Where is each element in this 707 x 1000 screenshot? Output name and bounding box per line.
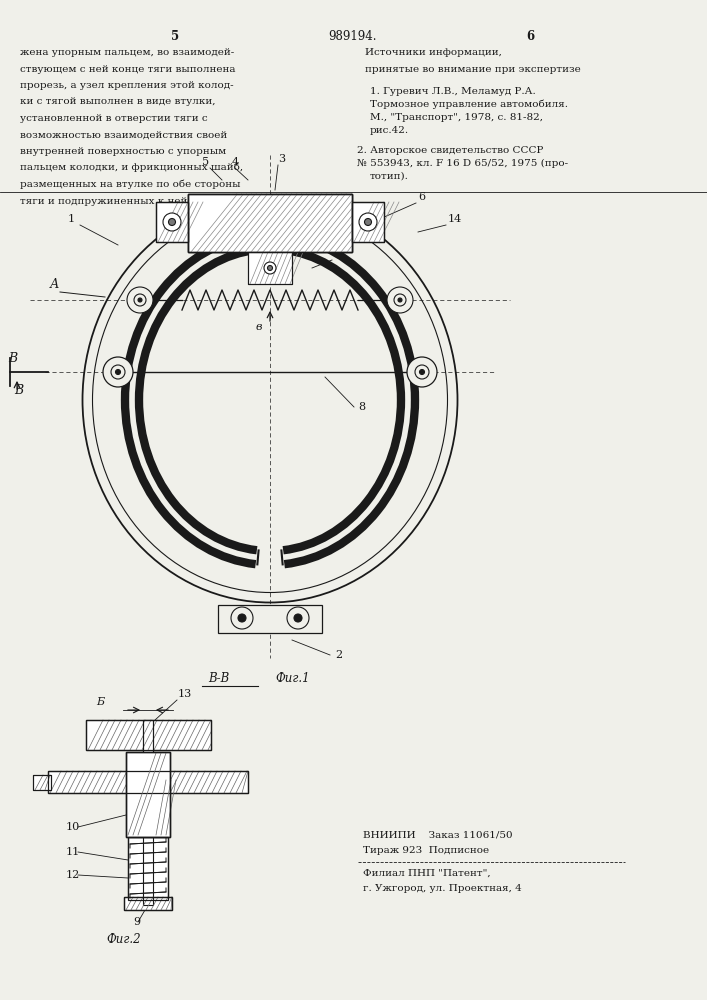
Bar <box>248 252 292 284</box>
Bar <box>48 771 248 793</box>
Text: 6: 6 <box>526 30 534 43</box>
Text: жена упорным пальцем, во взаимодей-: жена упорным пальцем, во взаимодей- <box>20 48 234 57</box>
Bar <box>33 775 51 790</box>
Bar <box>156 202 188 242</box>
Text: 1. Гуревич Л.В., Меламуд Р.А.: 1. Гуревич Л.В., Меламуд Р.А. <box>370 87 536 96</box>
Circle shape <box>168 219 175 226</box>
Circle shape <box>134 294 146 306</box>
Text: размещенных на втулке по обе стороны: размещенных на втулке по обе стороны <box>20 180 240 189</box>
Circle shape <box>138 298 142 302</box>
Text: принятые во внимание при экспертизе: принятые во внимание при экспертизе <box>365 64 580 74</box>
Text: 11: 11 <box>66 847 81 857</box>
Bar <box>188 194 352 252</box>
Text: В: В <box>8 352 17 365</box>
Text: в: в <box>256 322 262 332</box>
Text: 2: 2 <box>335 650 342 660</box>
Bar <box>126 752 170 837</box>
Text: ки с тягой выполнен в виде втулки,: ки с тягой выполнен в виде втулки, <box>20 98 216 106</box>
Text: 1: 1 <box>68 214 75 224</box>
Text: Фиг.2: Фиг.2 <box>106 933 141 946</box>
Text: возможностью взаимодействия своей: возможностью взаимодействия своей <box>20 130 227 139</box>
Circle shape <box>163 213 181 231</box>
Bar <box>33 775 51 790</box>
Text: г. Ужгород, ул. Проектная, 4: г. Ужгород, ул. Проектная, 4 <box>363 884 522 893</box>
Circle shape <box>264 262 276 274</box>
Bar <box>126 752 170 837</box>
Text: 8: 8 <box>358 402 365 412</box>
Bar <box>218 605 322 633</box>
Bar <box>352 202 384 242</box>
Circle shape <box>238 614 246 622</box>
Text: 989194.: 989194. <box>329 30 378 43</box>
Ellipse shape <box>83 198 457 602</box>
Circle shape <box>267 265 272 270</box>
Circle shape <box>111 365 125 379</box>
Text: 6: 6 <box>418 192 425 202</box>
Text: 7: 7 <box>335 249 342 259</box>
Circle shape <box>394 294 406 306</box>
Text: ВНИИПИ    Заказ 11061/50: ВНИИПИ Заказ 11061/50 <box>363 831 513 840</box>
Text: Источники информации,: Источники информации, <box>365 48 502 57</box>
Text: установленной в отверстии тяги с: установленной в отверстии тяги с <box>20 114 208 123</box>
Bar <box>188 194 352 252</box>
Circle shape <box>415 365 429 379</box>
Circle shape <box>115 369 120 374</box>
Text: прорезь, а узел крепления этой колод-: прорезь, а узел крепления этой колод- <box>20 81 233 90</box>
Text: 5: 5 <box>171 30 179 43</box>
Text: 2. Авторское свидетельство СССР: 2. Авторское свидетельство СССР <box>357 146 544 155</box>
Text: тотип).: тотип). <box>370 172 409 181</box>
Text: М., "Транспорт", 1978, с. 81-82,: М., "Транспорт", 1978, с. 81-82, <box>370 113 543 122</box>
Text: Тираж 923  Подписное: Тираж 923 Подписное <box>363 846 489 855</box>
Text: 3: 3 <box>278 154 285 164</box>
Circle shape <box>127 287 153 313</box>
Bar <box>143 720 153 905</box>
Text: рис.42.: рис.42. <box>370 126 409 135</box>
Bar <box>352 202 384 242</box>
Bar <box>248 252 292 284</box>
Text: внутренней поверхностью с упорным: внутренней поверхностью с упорным <box>20 147 226 156</box>
Circle shape <box>398 298 402 302</box>
Bar <box>128 837 168 900</box>
Text: Филиал ПНП "Патент",: Филиал ПНП "Патент", <box>363 869 491 878</box>
Bar <box>86 720 211 750</box>
Bar <box>86 720 211 750</box>
Text: ствующем с ней конце тяги выполнена: ствующем с ней конце тяги выполнена <box>20 64 235 74</box>
Text: 9: 9 <box>133 917 140 927</box>
Bar <box>188 194 352 252</box>
Circle shape <box>103 357 133 387</box>
Circle shape <box>287 607 309 629</box>
Text: В-В: В-В <box>208 672 229 685</box>
Circle shape <box>359 213 377 231</box>
Circle shape <box>419 369 424 374</box>
Text: 10: 10 <box>66 822 81 832</box>
Bar <box>124 897 172 910</box>
Text: Б: Б <box>96 697 104 707</box>
Text: Тормозное управление автомобиля.: Тормозное управление автомобиля. <box>370 100 568 109</box>
Text: пальцем колодки, и фрикционных шайб,: пальцем колодки, и фрикционных шайб, <box>20 163 243 172</box>
Bar <box>143 720 153 905</box>
Text: 14: 14 <box>448 214 462 224</box>
Text: № 553943, кл. F 16 D 65/52, 1975 (про-: № 553943, кл. F 16 D 65/52, 1975 (про- <box>357 159 568 168</box>
Circle shape <box>407 357 437 387</box>
Text: 13: 13 <box>178 689 192 699</box>
Text: А: А <box>50 278 59 291</box>
Text: 5: 5 <box>202 157 209 167</box>
Circle shape <box>294 614 302 622</box>
Text: В: В <box>14 384 23 397</box>
Text: 4: 4 <box>232 157 239 167</box>
Bar <box>128 837 168 900</box>
Bar <box>48 771 248 793</box>
Bar <box>156 202 188 242</box>
Bar <box>124 897 172 910</box>
Text: тяги и подпружиненных к ней.: тяги и подпружиненных к ней. <box>20 196 191 206</box>
Text: Фиг.1: Фиг.1 <box>275 672 310 685</box>
Circle shape <box>231 607 253 629</box>
Text: 12: 12 <box>66 870 81 880</box>
Circle shape <box>387 287 413 313</box>
Circle shape <box>365 219 371 226</box>
